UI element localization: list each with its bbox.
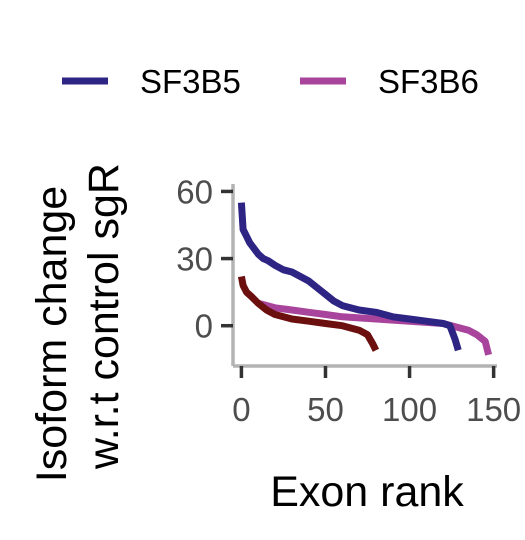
y-tick-label-30: 30 — [176, 241, 213, 278]
y-axis-title: Isoform change w.r.t control sgR — [28, 163, 128, 482]
y-axis-title-line-1: Isoform change — [28, 186, 76, 482]
series-line-sf3b5 — [237, 202, 462, 352]
legend-label-sf3b5: SF3B5 — [140, 63, 241, 100]
legend-label-sf3b6: SF3B6 — [378, 63, 479, 100]
y-tick-label-0: 0 — [195, 308, 213, 345]
legend: SF3B5 SF3B6 — [62, 63, 479, 100]
x-tick-label-50: 50 — [307, 391, 344, 428]
x-tick-label-150: 150 — [466, 391, 521, 428]
axes: 0 30 60 0 50 100 150 — [176, 173, 521, 428]
x-tick-label-0: 0 — [232, 391, 250, 428]
y-tick-label-60: 60 — [176, 173, 213, 210]
x-tick-label-100: 100 — [382, 391, 437, 428]
x-axis-title: Exon rank — [270, 468, 464, 516]
series-line-unnamed — [237, 275, 380, 352]
series-layer — [237, 202, 492, 356]
y-axis-title-line-2: w.r.t control sgR — [80, 163, 128, 470]
